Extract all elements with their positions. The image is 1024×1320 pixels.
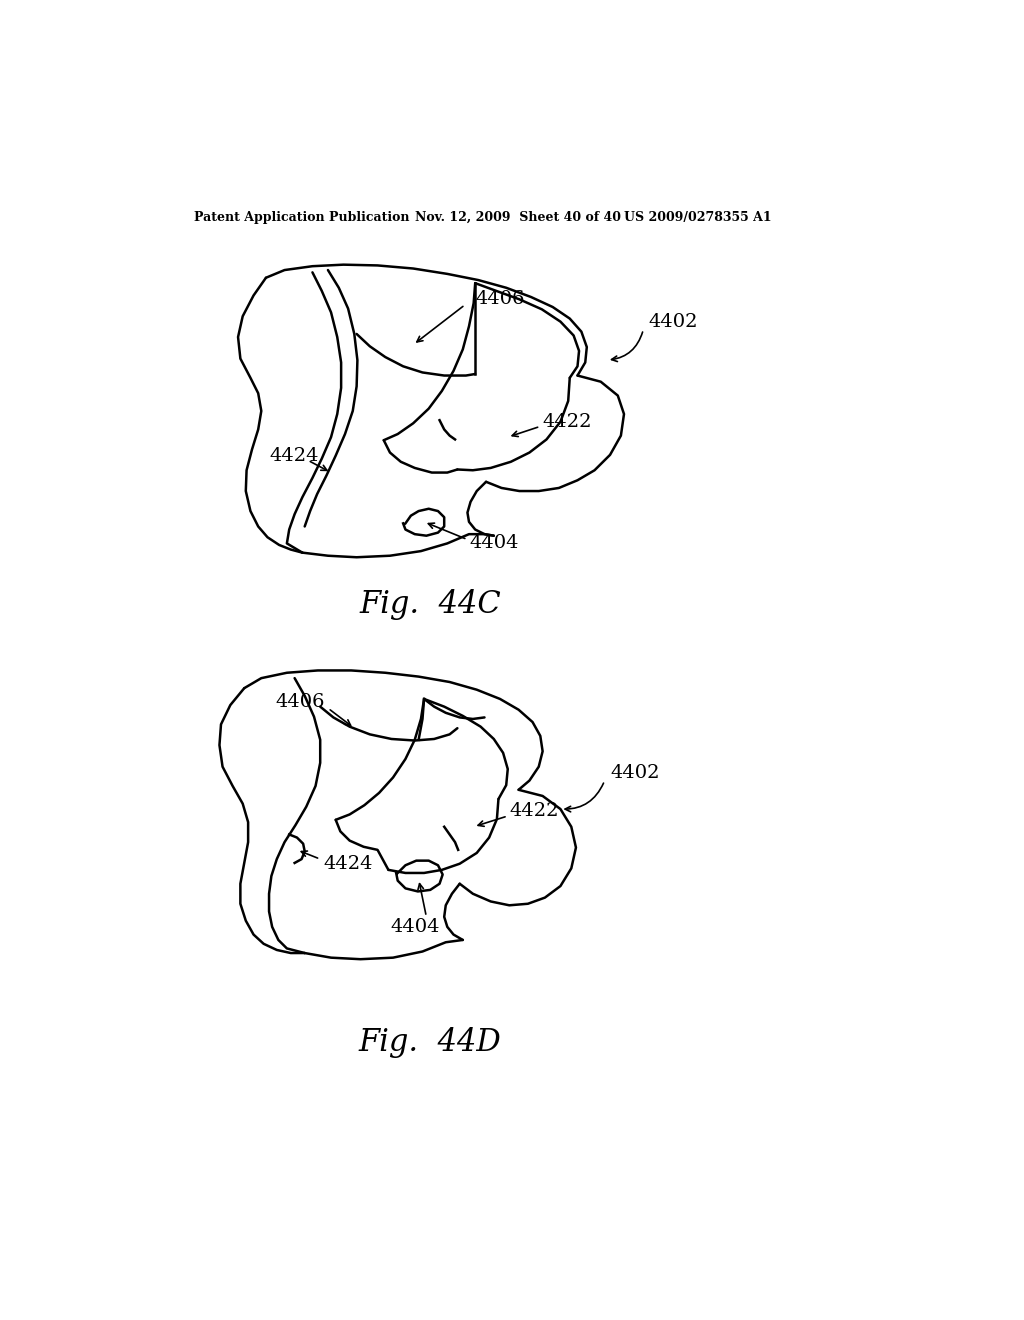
Text: 4402: 4402 xyxy=(649,313,698,331)
Text: 4402: 4402 xyxy=(610,764,659,781)
Text: 4404: 4404 xyxy=(390,917,439,936)
Text: Fig.  44C: Fig. 44C xyxy=(359,590,501,620)
Text: 4422: 4422 xyxy=(543,413,592,430)
Text: Patent Application Publication: Patent Application Publication xyxy=(194,211,410,224)
Text: 4406: 4406 xyxy=(475,290,524,309)
Text: US 2009/0278355 A1: US 2009/0278355 A1 xyxy=(624,211,772,224)
Text: 4424: 4424 xyxy=(269,446,318,465)
Text: Fig.  44D: Fig. 44D xyxy=(358,1027,502,1057)
Text: 4406: 4406 xyxy=(275,693,325,711)
Text: 4404: 4404 xyxy=(469,535,518,552)
Text: Nov. 12, 2009  Sheet 40 of 40: Nov. 12, 2009 Sheet 40 of 40 xyxy=(415,211,621,224)
Text: 4424: 4424 xyxy=(324,855,373,873)
Text: 4422: 4422 xyxy=(509,803,559,820)
